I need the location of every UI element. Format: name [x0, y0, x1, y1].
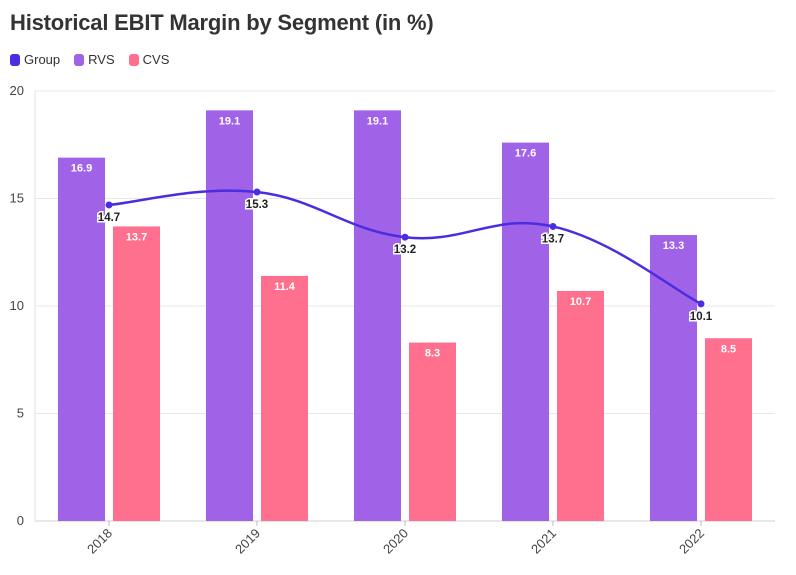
- bar-rvs: [650, 235, 697, 522]
- bar-label-rvs: 19.1: [367, 115, 388, 127]
- x-tick-label: 2020: [380, 526, 411, 557]
- legend-label-cvs: CVS: [142, 52, 170, 67]
- bar-label-cvs: 11.4: [274, 281, 296, 293]
- point-label-group: 13.7: [542, 233, 564, 245]
- legend-label-rvs: RVS: [88, 52, 115, 67]
- legend-swatch-rvs: [74, 53, 85, 66]
- x-tick-label: 2018: [84, 526, 115, 557]
- bar-cvs: [705, 338, 752, 521]
- point-group: [549, 222, 557, 230]
- legend-item-cvs[interactable]: CVS: [128, 52, 170, 67]
- bar-label-cvs: 8.3: [425, 348, 440, 360]
- point-label-group: 13.2: [394, 244, 416, 256]
- legend: Group RVS CVS: [10, 52, 169, 67]
- y-tick-label: 15: [10, 191, 24, 206]
- bar-rvs: [502, 142, 549, 521]
- y-tick-label: 10: [10, 298, 24, 313]
- bar-rvs: [58, 157, 105, 521]
- bar-label-cvs: 13.7: [126, 231, 147, 243]
- legend-label-group: Group: [24, 52, 61, 67]
- point-group: [401, 233, 409, 241]
- bar-label-rvs: 16.9: [71, 163, 92, 175]
- bar-label-rvs: 19.1: [219, 115, 240, 127]
- point-group: [253, 188, 261, 196]
- bar-rvs: [206, 110, 253, 521]
- point-label-group: 10.1: [690, 311, 713, 323]
- y-tick-label: 20: [10, 83, 24, 98]
- point-label-group: 15.3: [246, 199, 268, 211]
- legend-item-group[interactable]: Group: [10, 52, 60, 67]
- y-tick-label: 5: [17, 406, 24, 421]
- chart-title: Historical EBIT Margin by Segment (in %): [10, 10, 434, 35]
- x-tick-label: 2021: [528, 526, 559, 557]
- legend-swatch-cvs: [128, 53, 139, 66]
- legend-swatch-group: [10, 53, 20, 66]
- legend-item-rvs[interactable]: RVS: [74, 52, 115, 67]
- point-label-group: 14.7: [98, 212, 120, 224]
- bar-cvs: [261, 275, 308, 521]
- x-tick-label: 2022: [676, 526, 707, 557]
- bar-label-cvs: 10.7: [570, 296, 591, 308]
- bar-label-cvs: 8.5: [721, 343, 736, 355]
- bar-cvs: [557, 290, 604, 521]
- bar-cvs: [409, 342, 456, 521]
- x-tick-label: 2019: [232, 526, 263, 557]
- point-group: [105, 201, 113, 209]
- bar-rvs: [354, 110, 401, 521]
- point-group: [697, 300, 705, 308]
- bar-cvs: [113, 226, 160, 521]
- y-tick-label: 0: [17, 513, 24, 528]
- bar-label-rvs: 13.3: [663, 240, 684, 252]
- bar-label-rvs: 17.6: [515, 148, 536, 160]
